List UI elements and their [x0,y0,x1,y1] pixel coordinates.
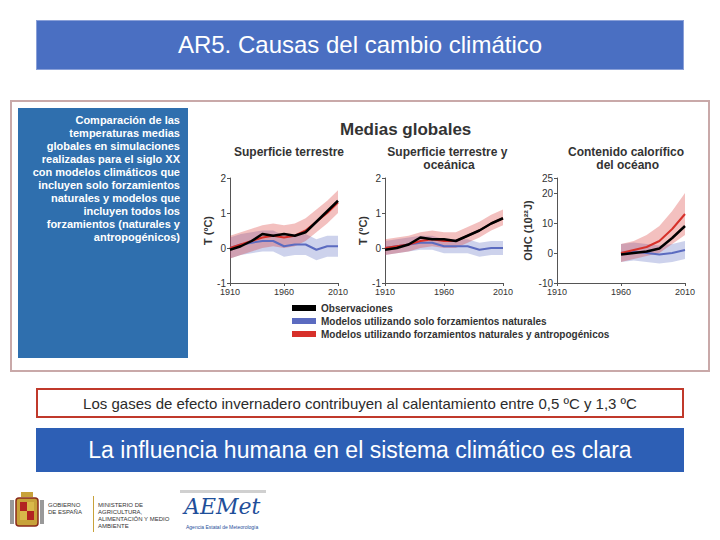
html-text:AEMet: AEMet [184,494,261,519]
svg-text:1960: 1960 [611,287,631,297]
svg-text:1960: 1960 [274,287,294,297]
svg-text:0: 0 [375,243,381,254]
svg-text:del océano: del océano [593,158,659,172]
html-text:GOBIERNO DE ESPAÑA: GOBIERNO DE ESPAÑA [48,502,82,515]
svg-text:1960: 1960 [434,287,454,297]
svg-text:OHC (10²²J): OHC (10²²J) [522,200,534,261]
svg-text:2: 2 [375,173,381,184]
svg-text:1: 1 [220,208,226,219]
svg-text:0: 0 [220,243,226,254]
svg-text:1910: 1910 [375,287,395,297]
html-text:La influencia humana en el sis: La influencia humana en el sistema climá… [88,436,632,463]
svg-text:-1: -1 [372,277,381,289]
svg-text:2010: 2010 [493,287,513,297]
svg-text:Superficie terrestre y: Superficie terrestre y [387,145,510,159]
svg-text:Observaciones: Observaciones [321,303,393,314]
svg-text:Contenido calorífico: Contenido calorífico [568,145,684,159]
svg-text:-10: -10 [538,277,553,289]
svg-text:2: 2 [220,173,226,184]
svg-text:T (ºC): T (ºC) [202,216,214,245]
svg-text:20: 20 [542,188,554,199]
html-text:MINISTERIO DE AGRICULTURA, ALI: MINISTERIO DE AGRICULTURA, ALIMENTACIÓN … [98,502,170,529]
svg-text:T (ºC): T (ºC) [357,216,369,245]
svg-text:2010: 2010 [328,287,348,297]
html-text:Agencia Estatal de Meteorologí: Agencia Estatal de Meteorología [186,524,259,530]
html-text:AR5. Causas del cambio climáti: AR5. Causas del cambio climático [177,31,543,58]
svg-text:-1: -1 [217,277,226,289]
svg-text:0: 0 [547,248,553,259]
svg-text:Superficie terrestre: Superficie terrestre [234,145,344,159]
svg-text:Modelos utilizando forzamiento: Modelos utilizando forzamientos naturale… [321,329,610,340]
html-text:Comparación de las temperatura: Comparación de las temperaturas medias g… [32,114,180,243]
svg-text:1910: 1910 [220,287,240,297]
svg-text:2010: 2010 [675,287,695,297]
svg-text:oceánica: oceánica [423,158,475,172]
svg-text:25: 25 [542,173,554,184]
html-text:Los gases de efecto invernader: Los gases de efecto invernadero contribu… [83,394,637,412]
svg-text:Medias globales: Medias globales [340,120,471,139]
svg-text:1: 1 [375,208,381,219]
svg-text:Modelos utilizando solo forzam: Modelos utilizando solo forzamientos nat… [321,316,547,327]
svg-text:1910: 1910 [547,287,567,297]
svg-text:10: 10 [542,218,554,229]
